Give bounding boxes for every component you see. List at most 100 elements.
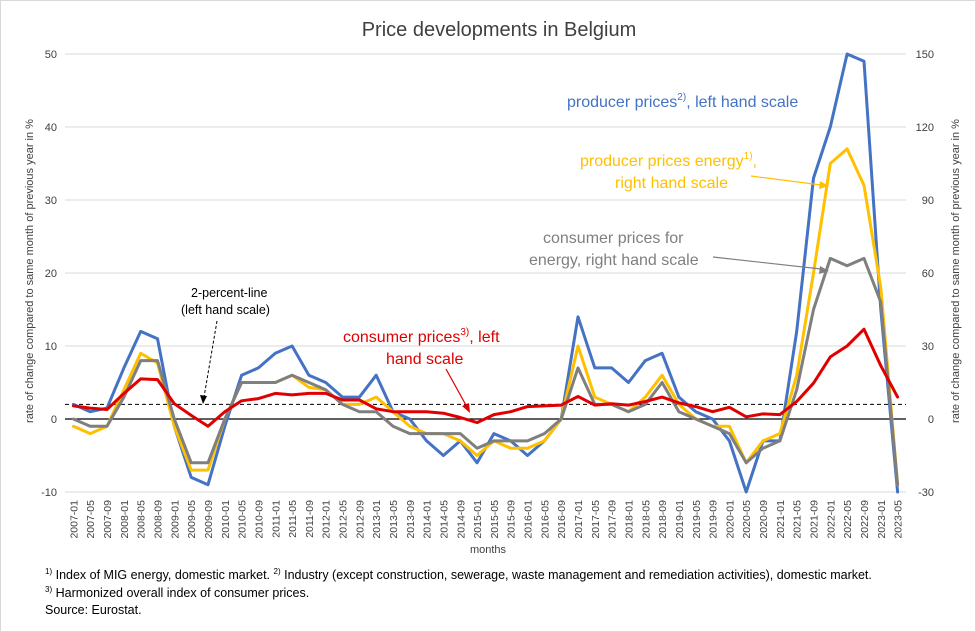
arrowhead-producer-energy bbox=[819, 181, 829, 189]
x-tick-label: 2008-05 bbox=[136, 500, 148, 539]
y-right-tick-label: 0 bbox=[928, 414, 934, 426]
x-tick-label: 2015-09 bbox=[506, 500, 518, 539]
arrow-consumer-prices bbox=[445, 368, 468, 408]
x-tick-label: 2018-09 bbox=[657, 500, 669, 539]
y-left-tick-label: 50 bbox=[45, 49, 57, 61]
x-tick-label: 2015-01 bbox=[472, 500, 484, 539]
series-line-2 bbox=[71, 256, 900, 487]
x-tick-label: 2016-09 bbox=[556, 500, 568, 539]
grid bbox=[65, 53, 906, 493]
annotation-consumer-energy: consumer prices for energy, right hand s… bbox=[529, 230, 699, 269]
x-tick-label: 2017-01 bbox=[573, 500, 585, 539]
x-tick-label: 2018-01 bbox=[623, 500, 635, 539]
x-tick-label: 2018-05 bbox=[640, 500, 652, 539]
x-tick-label: 2009-01 bbox=[169, 500, 181, 539]
y-axis-left-label: rate of change compared to same month of… bbox=[24, 119, 36, 423]
x-tick-label: 2007-05 bbox=[85, 500, 97, 539]
x-tick-label: 2021-05 bbox=[792, 500, 804, 539]
x-tick-label: 2020-01 bbox=[724, 500, 736, 539]
x-tick-label: 2009-09 bbox=[203, 500, 215, 539]
x-tick-label: 2009-05 bbox=[186, 500, 198, 539]
x-tick-label: 2008-09 bbox=[153, 500, 165, 539]
x-tick-label: 2011-09 bbox=[304, 500, 316, 538]
x-tick-label: 2007-09 bbox=[102, 500, 114, 539]
x-tick-label: 2014-05 bbox=[438, 500, 450, 539]
y-axis-right-label: rate of change compared to same month of… bbox=[950, 119, 962, 423]
annotation-producer-prices: producer prices2), left hand scale bbox=[567, 92, 798, 111]
y-right-tick-label: 150 bbox=[916, 49, 934, 61]
x-tick-label: 2019-01 bbox=[674, 500, 686, 539]
x-tick-label: 2012-09 bbox=[354, 500, 366, 539]
y-left-tick-label: 30 bbox=[45, 195, 57, 207]
arrow-two-percent bbox=[203, 320, 218, 398]
x-tick-label: 2020-05 bbox=[741, 500, 753, 539]
x-tick-label: 2022-09 bbox=[859, 500, 871, 539]
x-tick-label: 2019-05 bbox=[691, 500, 703, 539]
y-left-tick-label: 40 bbox=[45, 122, 57, 134]
footnote-1-text-b: Industry (except construction, sewerage,… bbox=[280, 568, 872, 583]
x-tick-label: 2020-09 bbox=[758, 500, 770, 539]
footnote-2-sup: 3) bbox=[45, 585, 53, 594]
footnote-2: 3) Harmonized overall index of consumer … bbox=[45, 585, 309, 600]
y-right-tick-label: -30 bbox=[918, 487, 934, 499]
footnote-1-text-a: Index of MIG energy, domestic market. bbox=[52, 568, 274, 583]
y-right-tick-label: 60 bbox=[922, 268, 934, 280]
x-tick-label: 2016-05 bbox=[539, 500, 551, 539]
y-axis-right: -30 0 30 60 90 120 150 bbox=[916, 49, 934, 499]
x-tick-label: 2022-01 bbox=[825, 500, 837, 539]
x-axis-label: months bbox=[470, 544, 507, 556]
line-chart: Price developments in Belgium -10 0 10 20 30… bbox=[24, 19, 962, 556]
x-tick-label: 2021-01 bbox=[775, 500, 787, 539]
x-tick-label: 2022-05 bbox=[842, 500, 854, 539]
arrowhead-consumer-prices bbox=[462, 403, 470, 413]
y-axis-left: -10 0 10 20 30 40 50 bbox=[41, 49, 57, 499]
x-tick-label: 2011-01 bbox=[270, 500, 282, 538]
x-tick-label: 2015-05 bbox=[489, 500, 501, 539]
x-tick-label: 2007-01 bbox=[68, 500, 80, 539]
x-tick-label: 2008-01 bbox=[119, 500, 131, 539]
y-left-tick-label: 20 bbox=[45, 268, 57, 280]
x-tick-label: 2010-05 bbox=[237, 500, 249, 539]
arrowhead-consumer-energy bbox=[819, 266, 829, 274]
x-tick-label: 2014-09 bbox=[455, 500, 467, 539]
x-tick-label: 2013-01 bbox=[371, 500, 383, 539]
footnote-1-sup-b: 2) bbox=[273, 567, 281, 576]
y-left-tick-label: 0 bbox=[51, 414, 57, 426]
x-tick-label: 2019-09 bbox=[708, 500, 720, 539]
x-tick-label: 2016-01 bbox=[523, 500, 535, 539]
series-group bbox=[71, 52, 900, 494]
x-tick-label: 2011-05 bbox=[287, 500, 299, 538]
footnote-1: 1) Index of MIG energy, domestic market.… bbox=[45, 567, 872, 582]
arrow-consumer-energy bbox=[712, 256, 822, 270]
x-tick-label: 2010-01 bbox=[220, 500, 232, 539]
series-line-1 bbox=[71, 147, 900, 487]
arrowhead-two-percent bbox=[200, 395, 207, 404]
series-line-3 bbox=[71, 327, 900, 428]
annotation-consumer-prices: consumer prices3), left hand scale bbox=[343, 327, 504, 368]
footnote-1-sup-a: 1) bbox=[45, 567, 53, 576]
footnote-source: Source: Eurostat. bbox=[45, 603, 142, 617]
x-tick-label: 2012-01 bbox=[321, 500, 333, 539]
annotation-producer-energy: producer prices energy1), right hand sca… bbox=[580, 151, 761, 192]
y-left-tick-label: -10 bbox=[41, 487, 57, 499]
y-right-tick-label: 120 bbox=[916, 122, 934, 134]
footnote-2-text: Harmonized overall index of consumer pri… bbox=[52, 586, 310, 601]
x-tick-label: 2014-01 bbox=[422, 500, 434, 539]
x-tick-label: 2017-05 bbox=[590, 500, 602, 539]
x-tick-label: 2012-05 bbox=[338, 500, 350, 539]
chart-title: Price developments in Belgium bbox=[362, 19, 637, 41]
y-right-tick-label: 90 bbox=[922, 195, 934, 207]
arrow-producer-energy bbox=[750, 175, 822, 186]
x-tick-label: 2017-09 bbox=[607, 500, 619, 539]
y-right-tick-label: 30 bbox=[922, 341, 934, 353]
x-tick-label: 2013-09 bbox=[405, 500, 417, 539]
x-axis: 2007-01 2007-05 2007-09 2008-01 2008-05 2008-… bbox=[68, 500, 904, 539]
y-left-tick-label: 10 bbox=[45, 341, 57, 353]
x-tick-label: 2013-05 bbox=[388, 500, 400, 539]
x-tick-label: 2010-09 bbox=[253, 500, 265, 539]
x-tick-label: 2023-01 bbox=[876, 500, 888, 539]
annotation-two-percent: 2-percent-line (left hand scale) bbox=[181, 286, 271, 317]
x-tick-label: 2021-09 bbox=[808, 500, 820, 539]
x-tick-label: 2023-05 bbox=[893, 500, 905, 539]
